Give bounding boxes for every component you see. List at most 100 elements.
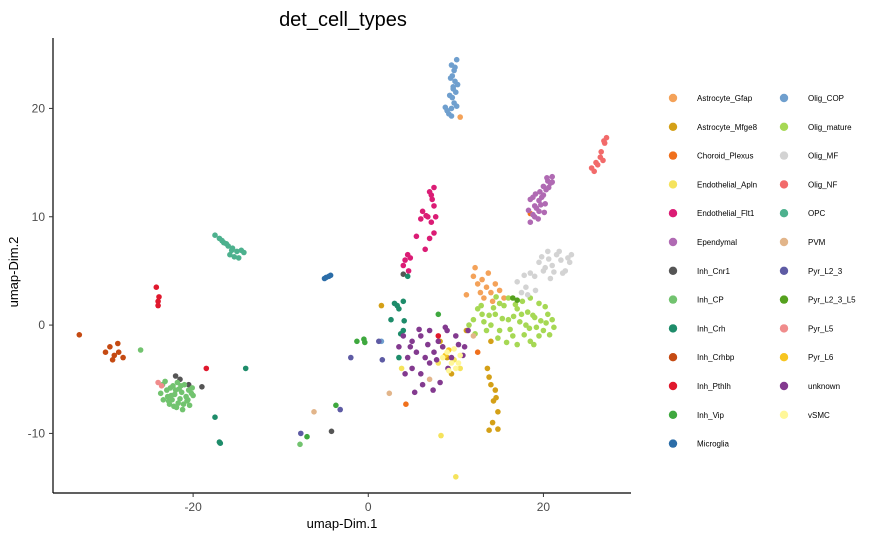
data-point (495, 335, 501, 341)
data-point (488, 338, 494, 345)
data-point (442, 324, 449, 331)
data-point (496, 300, 503, 307)
legend-key (779, 122, 789, 131)
legend-key (668, 439, 678, 448)
legend-label: Olig_NF (808, 180, 837, 189)
legend-label: Inh_Vip (697, 411, 725, 420)
data-point (510, 295, 516, 301)
data-point (463, 292, 470, 298)
data-point (505, 295, 512, 301)
data-point (311, 409, 317, 415)
data-point (437, 379, 443, 386)
data-point (521, 272, 527, 279)
data-point (171, 391, 178, 398)
data-point (409, 365, 415, 372)
data-point (447, 75, 454, 81)
data-point (446, 367, 452, 374)
data-point (120, 354, 126, 361)
data-point (536, 333, 542, 339)
data-point (411, 389, 418, 396)
data-point (492, 281, 499, 287)
data-point (451, 346, 457, 352)
data-point (452, 64, 458, 71)
data-point (396, 344, 402, 350)
data-point (457, 352, 464, 359)
data-point (180, 401, 187, 408)
data-point (111, 352, 118, 359)
data-point (179, 406, 186, 413)
data-point (199, 384, 205, 390)
data-point (235, 255, 242, 261)
data-point (598, 149, 604, 155)
legend-label: Inh_CP (697, 296, 724, 305)
data-point (510, 313, 517, 320)
data-point (425, 341, 431, 348)
data-point (400, 262, 407, 269)
data-point (431, 203, 437, 209)
data-point (546, 332, 553, 338)
legend-label: unknown (808, 382, 840, 391)
data-point (394, 302, 401, 309)
data-point (600, 157, 606, 164)
data-point (426, 235, 433, 242)
data-point (426, 360, 433, 366)
data-point (524, 309, 531, 315)
data-point (551, 324, 557, 331)
data-point (455, 341, 462, 348)
data-point (170, 383, 176, 389)
data-point (461, 344, 468, 350)
data-point (160, 397, 167, 403)
data-point (153, 284, 160, 291)
data-point (429, 196, 436, 203)
data-point (545, 311, 551, 318)
legend-label: Endothelial_Flt1 (697, 209, 755, 218)
data-point (297, 441, 303, 448)
data-point (542, 201, 548, 207)
data-point (404, 354, 411, 361)
data-point (407, 344, 414, 350)
data-point (547, 275, 554, 282)
data-point (433, 357, 440, 363)
data-point (419, 381, 426, 388)
x-axis-label: umap-Dim.1 (307, 516, 378, 531)
data-point (166, 401, 173, 408)
data-point (486, 312, 492, 319)
data-point (489, 298, 496, 305)
data-point (591, 168, 597, 175)
data-point (453, 103, 460, 109)
data-point (446, 92, 453, 99)
data-point (536, 300, 542, 307)
legend-label: Astrocyte_Gfap (697, 94, 753, 103)
data-point (115, 340, 121, 347)
data-point (362, 339, 368, 346)
data-point (541, 209, 548, 216)
data-point (401, 318, 408, 324)
legend-label: vSMC (808, 411, 830, 420)
data-point (203, 365, 210, 372)
legend-label: Pyr_L5 (808, 324, 834, 333)
data-point (501, 302, 507, 309)
y-tick-label: 0 (38, 318, 45, 332)
data-point (419, 208, 426, 215)
data-point (337, 406, 344, 413)
data-point (431, 349, 437, 356)
data-point (426, 189, 433, 195)
data-point (162, 378, 168, 385)
data-point (450, 86, 457, 92)
legend-label: Inh_Crhbp (697, 353, 735, 362)
data-point (493, 294, 499, 300)
data-point (219, 237, 225, 244)
legend-label: Inh_Pthlh (697, 382, 731, 391)
data-point (531, 273, 538, 280)
y-axis-label: umap-Dim.2 (6, 237, 21, 308)
data-point (388, 316, 394, 323)
data-point (493, 394, 499, 401)
data-point (536, 259, 542, 266)
data-point (155, 379, 161, 386)
data-point (217, 440, 224, 447)
x-tick-label: 0 (365, 500, 372, 514)
data-point (485, 270, 492, 276)
data-point (328, 428, 335, 435)
data-point (178, 383, 184, 389)
